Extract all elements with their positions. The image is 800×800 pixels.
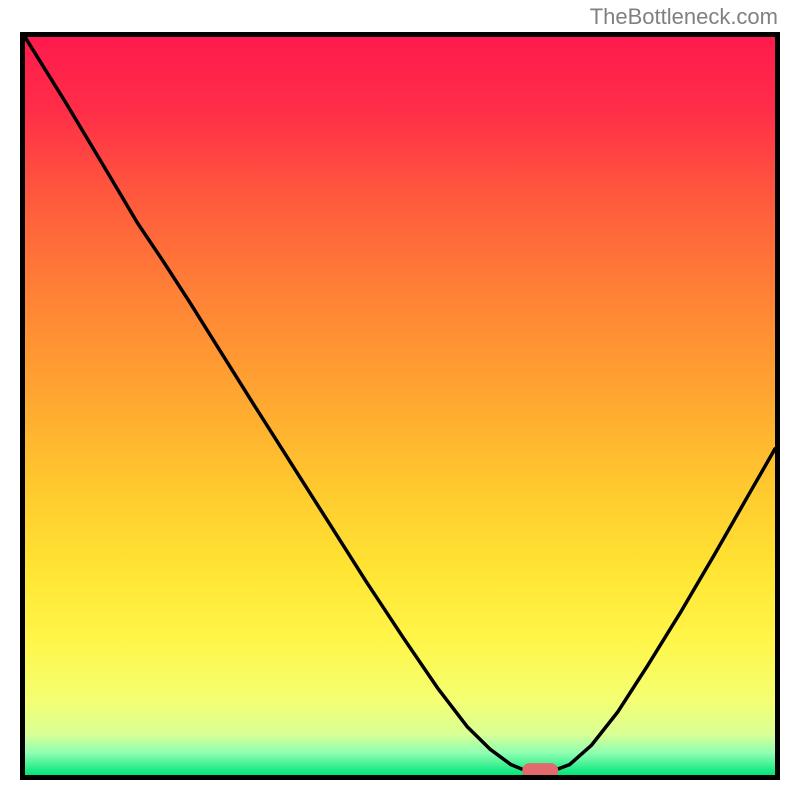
- watermark-text: TheBottleneck.com: [590, 4, 778, 30]
- chart-svg: [0, 0, 800, 800]
- chart-frame: TheBottleneck.com: [0, 0, 800, 800]
- gradient-background: [25, 37, 775, 775]
